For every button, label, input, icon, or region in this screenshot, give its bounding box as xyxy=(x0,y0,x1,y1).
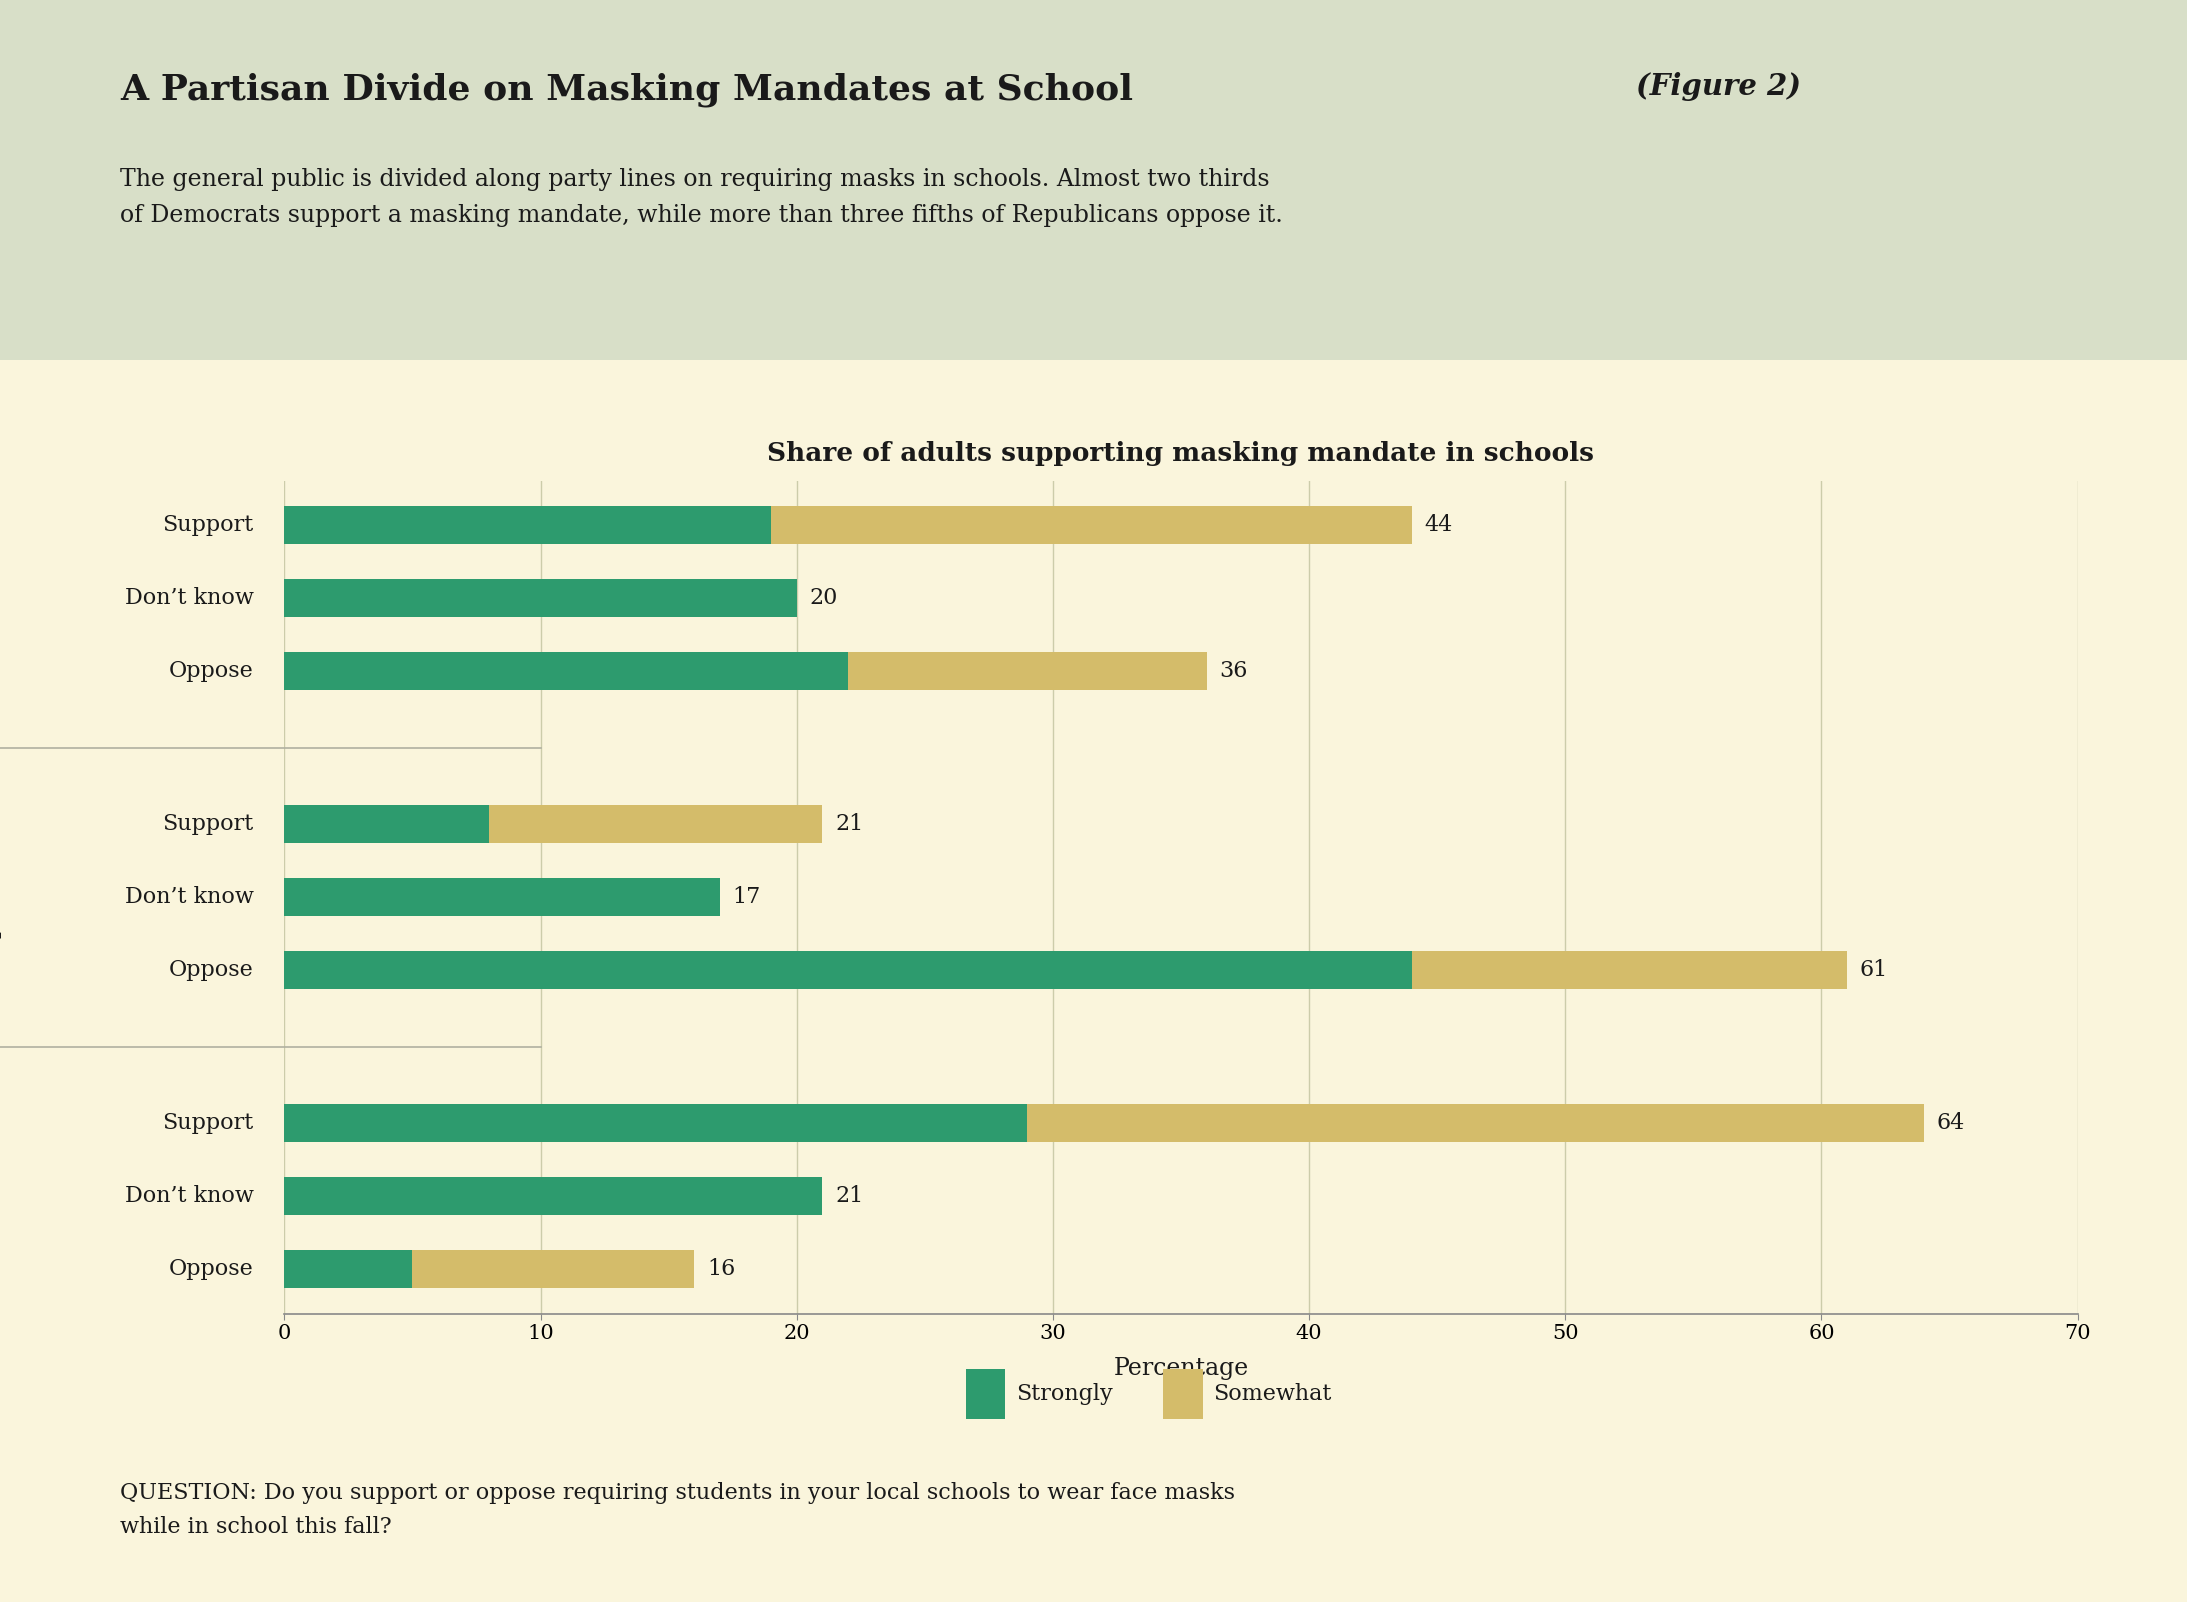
Text: The general public is divided along party lines on requiring masks in schools. A: The general public is divided along part… xyxy=(120,168,1284,227)
Bar xyxy=(284,580,796,617)
Title: Share of adults supporting masking mandate in schools: Share of adults supporting masking manda… xyxy=(768,441,1594,466)
Bar xyxy=(284,1250,413,1288)
Text: (Figure 2): (Figure 2) xyxy=(1636,72,1800,101)
Bar xyxy=(284,652,849,690)
Bar xyxy=(284,878,720,916)
Text: Support: Support xyxy=(162,1112,254,1134)
Bar xyxy=(413,1250,693,1288)
Text: Support: Support xyxy=(162,814,254,835)
Bar xyxy=(284,506,772,545)
Text: 21: 21 xyxy=(835,1185,864,1206)
Text: QUESTION: Do you support or oppose requiring students in your local schools to w: QUESTION: Do you support or oppose requi… xyxy=(120,1482,1236,1538)
Text: Don’t know: Don’t know xyxy=(125,588,254,609)
Bar xyxy=(772,506,1411,545)
Text: 20: 20 xyxy=(809,588,838,609)
Bar xyxy=(1028,1104,1925,1142)
Bar xyxy=(1163,1370,1203,1419)
X-axis label: Percentage: Percentage xyxy=(1113,1357,1249,1379)
Text: 64: 64 xyxy=(1938,1112,1964,1134)
Text: Oppose: Oppose xyxy=(168,1258,254,1280)
Bar xyxy=(967,1370,1006,1419)
Text: Support: Support xyxy=(162,514,254,537)
Bar xyxy=(490,806,822,843)
Text: Oppose: Oppose xyxy=(168,960,254,980)
Text: 21: 21 xyxy=(835,814,864,835)
Text: 16: 16 xyxy=(706,1258,735,1280)
Text: Don’t know: Don’t know xyxy=(125,1185,254,1206)
Bar xyxy=(284,952,1411,988)
Text: Don’t know: Don’t know xyxy=(125,886,254,908)
Bar xyxy=(1411,952,1848,988)
Bar xyxy=(284,1104,1028,1142)
Text: Somewhat: Somewhat xyxy=(1214,1383,1332,1405)
Text: 36: 36 xyxy=(1220,660,1249,682)
Bar xyxy=(284,1177,822,1214)
Text: Strongly: Strongly xyxy=(1017,1383,1113,1405)
Text: 17: 17 xyxy=(733,886,761,908)
Text: A Partisan Divide on Masking Mandates at School: A Partisan Divide on Masking Mandates at… xyxy=(120,72,1146,107)
Text: 61: 61 xyxy=(1859,960,1887,980)
Text: Oppose: Oppose xyxy=(168,660,254,682)
Bar xyxy=(284,806,490,843)
Bar xyxy=(849,652,1207,690)
Text: 44: 44 xyxy=(1424,514,1452,537)
